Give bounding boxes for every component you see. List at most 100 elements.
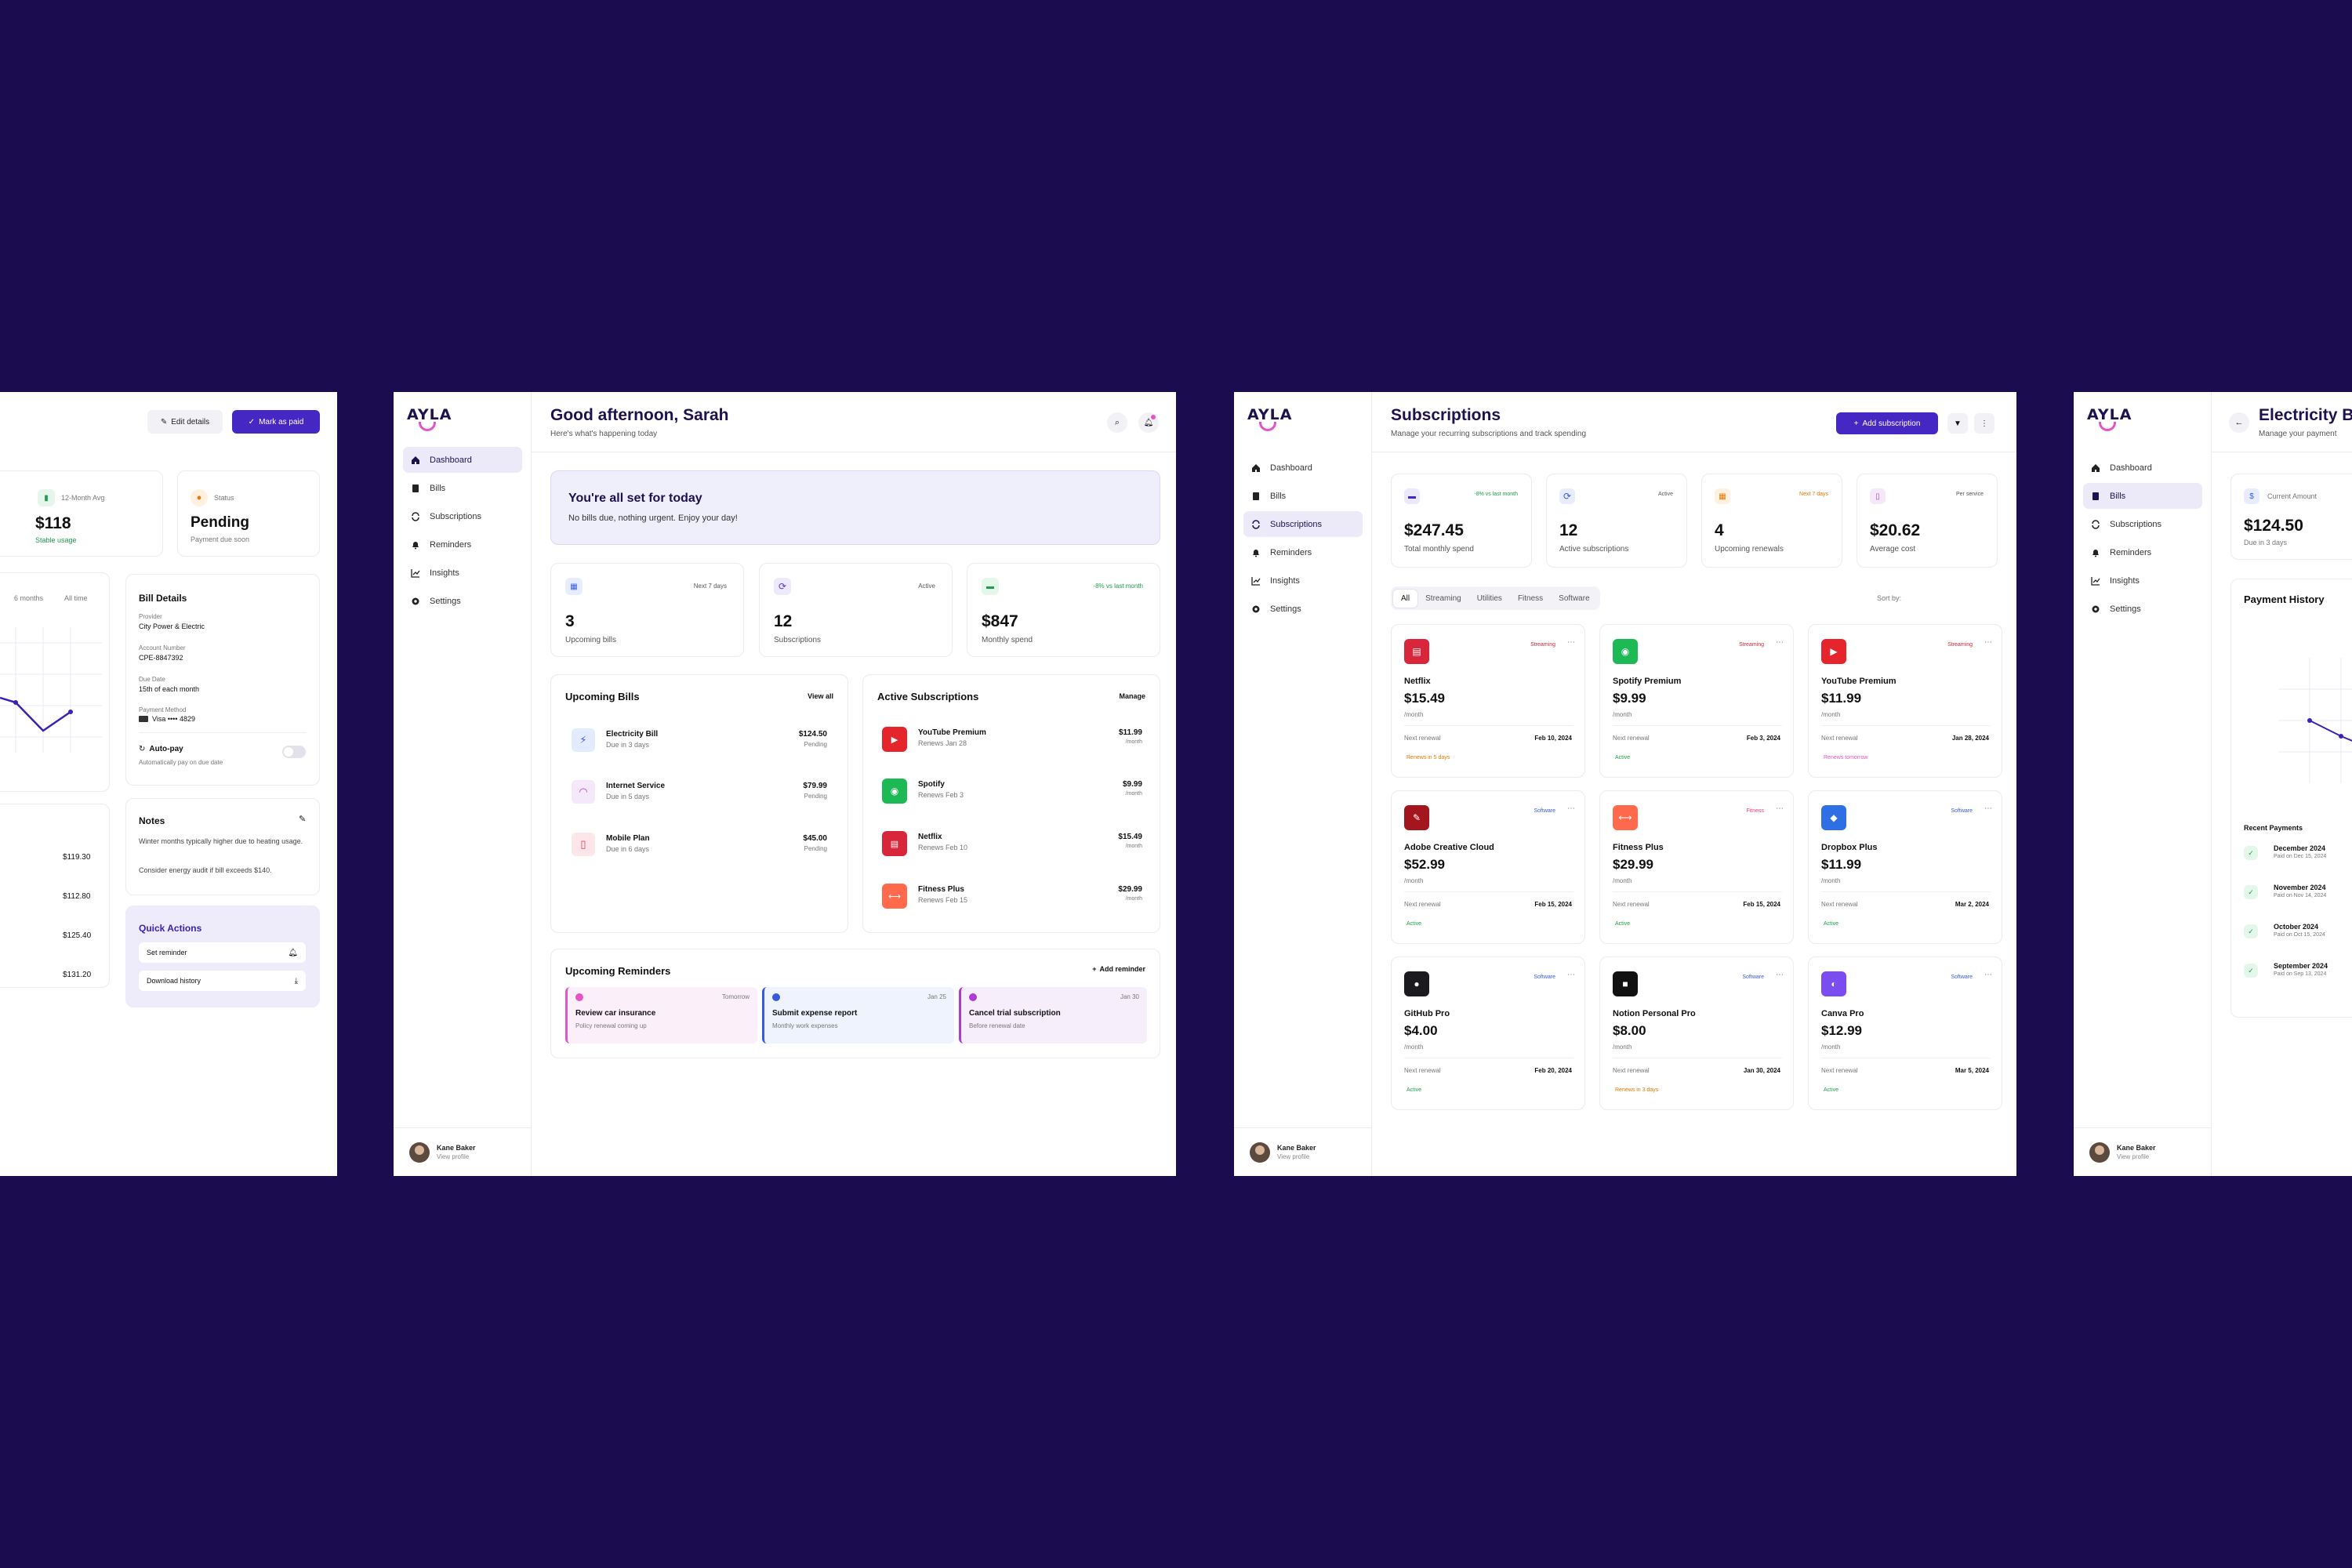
subscription-card[interactable]: ● Software ⋯ GitHub Pro $4.00 /month Nex… (1391, 956, 1585, 1110)
more-icon[interactable]: ⋯ (1776, 971, 1784, 979)
subscription-card[interactable]: ◐ Software ⋯ Canva Pro $12.99 /month Nex… (1808, 956, 2002, 1110)
notes-card (125, 798, 320, 895)
subscription-price: $11.99 (1821, 857, 1862, 872)
subscription-name: Fitness Plus (1613, 843, 1664, 852)
manage-link[interactable]: Manage (1119, 692, 1145, 700)
subscription-name: Canva Pro (1821, 1009, 1864, 1018)
add-reminder-button[interactable]: + Add reminder (1092, 965, 1145, 973)
autopay-toggle[interactable] (282, 746, 306, 758)
subscription-card[interactable]: ⟷ Fitness ⋯ Fitness Plus $29.99 /month N… (1599, 790, 1794, 944)
subscription-card[interactable]: ▶ Streaming ⋯ YouTube Premium $11.99 /mo… (1808, 624, 2002, 778)
more-icon[interactable]: ⋯ (1776, 804, 1784, 813)
sidebar-item-settings[interactable]: Settings (1243, 596, 1363, 622)
list-item[interactable]: ◉ Spotify Renews Feb 3 $9.99 /month (877, 774, 1147, 808)
filter-button[interactable]: ▼ (1947, 413, 1968, 434)
electricity-bill-screen: AYLA Dashboard Bills Subscriptions Remin… (2074, 392, 2352, 1176)
more-icon[interactable]: ⋯ (1984, 638, 1992, 647)
sidebar-item-insights[interactable]: Insights (2083, 568, 2202, 593)
app-logo: AYLA (407, 406, 452, 423)
sidebar-item-bills[interactable]: Bills (2083, 483, 2202, 509)
tab-fitness[interactable]: Fitness (1517, 593, 1544, 603)
repeat-icon: ⟳ (1559, 488, 1575, 504)
subscription-name: Dropbox Plus (1821, 843, 1878, 852)
sidebar-item-dashboard[interactable]: Dashboard (403, 447, 522, 473)
edit-note-icon[interactable]: ✎ (299, 815, 307, 824)
more-icon[interactable]: ⋯ (1567, 638, 1575, 647)
subscription-card[interactable]: ■ Software ⋯ Notion Personal Pro $8.00 /… (1599, 956, 1794, 1110)
back-button[interactable]: ← (2229, 412, 2249, 433)
profile-link[interactable]: Kane Baker View profile (394, 1127, 532, 1176)
notifications-button[interactable]: 🔔︎ (1138, 412, 1159, 433)
subscription-price: $15.49 (1404, 691, 1445, 706)
sidebar-item-settings[interactable]: Settings (403, 588, 522, 614)
reminder-card[interactable]: Jan 30 Cancel trial subscription Before … (959, 987, 1147, 1044)
subscription-card[interactable]: ◆ Software ⋯ Dropbox Plus $11.99 /month … (1808, 790, 2002, 944)
reminder-card[interactable]: Jan 25 Submit expense report Monthly wor… (762, 987, 954, 1044)
youtube-icon: ▶ (1821, 639, 1846, 664)
search-button[interactable]: ⌕ (1107, 412, 1127, 433)
set-reminder-button[interactable]: Set reminder 🔔︎ (139, 942, 306, 963)
sidebar-item-bills[interactable]: Bills (1243, 483, 1363, 509)
more-icon[interactable]: ⋯ (1567, 804, 1575, 813)
subscription-card[interactable]: ◉ Streaming ⋯ Spotify Premium $9.99 /mon… (1599, 624, 1794, 778)
phone-icon: ▯ (572, 833, 595, 856)
more-button[interactable]: ⋮ (1974, 413, 1994, 434)
sidebar-item-dashboard[interactable]: Dashboard (1243, 455, 1363, 481)
subscription-price: $29.99 (1613, 857, 1653, 872)
tab-all[interactable]: All (1393, 589, 1418, 608)
list-item[interactable]: ⚡︎ Electricity Bill Due in 3 days $124.5… (565, 724, 835, 758)
profile-link[interactable]: Kane Baker View profile (1234, 1127, 1372, 1176)
profile-link[interactable]: Kane Baker View profile (2074, 1127, 2212, 1176)
list-item[interactable]: ◠ Internet Service Due in 5 days $79.99 … (565, 775, 835, 810)
status-badge: Active (1824, 921, 1839, 927)
tab-utilities[interactable]: Utilities (1476, 593, 1502, 603)
sidebar-item-subscriptions[interactable]: Subscriptions (403, 503, 522, 529)
dropbox-icon: ◆ (1821, 805, 1846, 830)
tab-6-months[interactable]: 6 months (14, 594, 44, 602)
download-history-button[interactable]: Download history ⤓ (139, 971, 306, 991)
sidebar-item-insights[interactable]: Insights (1243, 568, 1363, 593)
list-item[interactable]: ▤ Netflix Renews Feb 10 $15.49 /month (877, 826, 1147, 861)
subscription-card[interactable]: ✎ Software ⋯ Adobe Creative Cloud $52.99… (1391, 790, 1585, 944)
notion-icon: ■ (1613, 971, 1638, 996)
mark-as-paid-button[interactable]: ✓ Mark as paid (232, 410, 320, 434)
sort-by-select[interactable]: Sort by: (1877, 594, 1902, 602)
sidebar-item-subscriptions[interactable]: Subscriptions (1243, 511, 1363, 537)
list-item[interactable]: ⟷ Fitness Plus Renews Feb 15 $29.99 /mon… (877, 879, 1147, 913)
sidebar-item-reminders[interactable]: Reminders (2083, 539, 2202, 565)
sidebar-item-settings[interactable]: Settings (2083, 596, 2202, 622)
more-icon[interactable]: ⋯ (1776, 638, 1784, 647)
subscription-price: $9.99 (1613, 691, 1646, 706)
more-icon[interactable]: ⋯ (1567, 971, 1575, 979)
spotify-icon: ◉ (1613, 639, 1638, 664)
category-badge: Software (1534, 808, 1555, 814)
tab-streaming[interactable]: Streaming (1425, 593, 1461, 603)
avg-card (0, 470, 163, 557)
sidebar-nav: Dashboard Bills Subscriptions Reminders … (2083, 455, 2202, 624)
more-icon: ⋮ (1980, 419, 1988, 428)
subscription-card[interactable]: ▤ Streaming ⋯ Netflix $15.49 /month Next… (1391, 624, 1585, 778)
subscription-price: $4.00 (1404, 1023, 1438, 1038)
sidebar-item-reminders[interactable]: Reminders (403, 532, 522, 557)
list-item[interactable]: ▯ Mobile Plan Due in 6 days $45.00 Pendi… (565, 828, 835, 862)
edit-details-button[interactable]: ✎ Edit details (147, 410, 223, 434)
subscription-name: Netflix (1404, 677, 1431, 686)
sidebar-item-subscriptions[interactable]: Subscriptions (2083, 511, 2202, 537)
sidebar-item-bills[interactable]: Bills (403, 475, 522, 501)
sidebar-item-reminders[interactable]: Reminders (1243, 539, 1363, 565)
tab-software[interactable]: Software (1559, 593, 1590, 603)
sidebar-item-dashboard[interactable]: Dashboard (2083, 455, 2202, 481)
reminder-card[interactable]: Tomorrow Review car insurance Policy ren… (565, 987, 757, 1044)
repeat-icon (2092, 519, 2100, 529)
add-subscription-button[interactable]: + Add subscription (1836, 412, 1938, 434)
tab-all-time[interactable]: All time (64, 594, 88, 602)
receipt-icon (2092, 492, 2099, 500)
sidebar-item-insights[interactable]: Insights (403, 560, 522, 586)
list-item[interactable]: ▶ YouTube Premium Renews Jan 28 $11.99 /… (877, 722, 1147, 757)
more-icon[interactable]: ⋯ (1984, 971, 1992, 979)
check-circle-icon (772, 993, 780, 1001)
wallet-icon: ▬ (982, 578, 999, 595)
gear-icon (2092, 605, 2100, 612)
view-all-link[interactable]: View all (808, 692, 833, 700)
more-icon[interactable]: ⋯ (1984, 804, 1992, 813)
